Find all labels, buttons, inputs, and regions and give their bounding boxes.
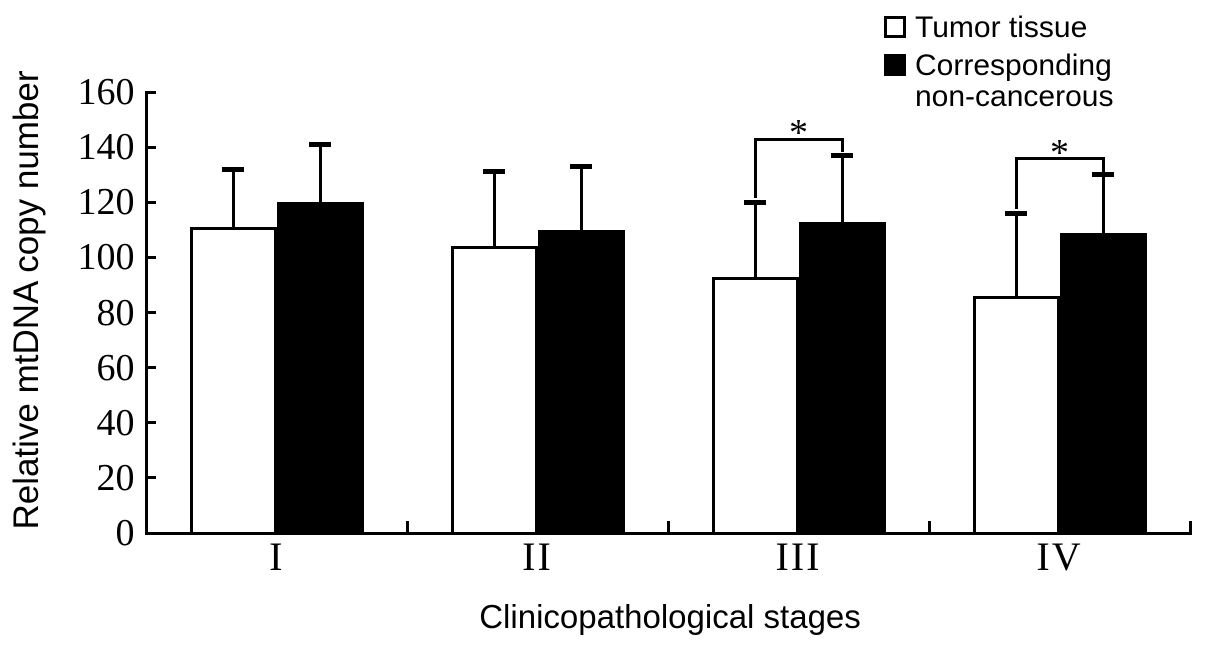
x-tick-label-II: II: [522, 534, 553, 579]
y-tick-label-140: 140: [77, 126, 135, 169]
error-cap-tumor-III: [744, 199, 766, 205]
sig-bracket-left-leg-III: [753, 139, 757, 199]
legend-label-line-2: non-cancerous: [915, 80, 1114, 113]
y-tick-0: [146, 531, 156, 535]
y-tick-160: [146, 90, 156, 94]
significance-star-IV: *: [1050, 131, 1069, 174]
x-tick-label-IV: IV: [1036, 534, 1083, 579]
legend-swatch-tumor-tissue: [884, 16, 906, 38]
error-cap-tumor-II: [483, 169, 505, 175]
bar-tumor-IV: [972, 295, 1060, 533]
y-tick-80: [146, 311, 156, 314]
y-tick-label-120: 120: [77, 181, 135, 224]
error-cap-non-cancerous-III: [831, 152, 853, 158]
sig-bracket-left-leg-IV: [1014, 158, 1018, 210]
y-tick-label-100: 100: [77, 236, 135, 279]
legend-item-non-cancerous: Corresponding non-cancerous: [884, 50, 1113, 112]
x-axis-title: Clinicopathological stages: [479, 598, 861, 635]
bar-tumor-I: [189, 227, 277, 533]
y-tick-60: [146, 366, 156, 370]
sig-bracket-III: [753, 137, 844, 141]
y-axis-title: Relative mtDNA copy number: [7, 70, 46, 530]
bar-tumor-III: [711, 276, 799, 533]
sig-bracket-IV: [1014, 157, 1105, 161]
y-tick-140: [146, 145, 156, 149]
error-cap-non-cancerous-I: [309, 141, 332, 147]
legend-label-non-cancerous: Corresponding non-cancerous: [915, 50, 1113, 112]
error-bar-non-cancerous-II: [579, 166, 583, 230]
x-axis: [145, 531, 1192, 535]
x-tick-1: [405, 521, 409, 533]
y-tick-label-40: 40: [96, 401, 135, 444]
y-tick-label-60: 60: [96, 346, 135, 389]
x-tick-2: [666, 521, 670, 533]
error-cap-tumor-IV: [1005, 210, 1027, 216]
bar-tumor-II: [450, 246, 538, 533]
y-tick-label-0: 0: [115, 512, 135, 554]
error-cap-tumor-I: [222, 166, 245, 172]
sig-bracket-right-leg-III: [840, 139, 844, 153]
x-tick-label-III: III: [775, 534, 822, 579]
error-bar-non-cancerous-III: [840, 155, 844, 222]
error-bar-tumor-I: [231, 169, 235, 228]
y-tick-100: [146, 255, 156, 259]
legend-label-tumor-tissue: Tumor tissue: [915, 11, 1088, 44]
x-tick-label-I: I: [269, 534, 285, 579]
y-tick-label-160: 160: [77, 71, 135, 113]
y-tick-label-20: 20: [96, 456, 135, 499]
sig-bracket-right-leg-IV: [1101, 158, 1105, 172]
legend-swatch-non-cancerous: [884, 54, 906, 76]
error-cap-non-cancerous-IV: [1092, 172, 1114, 178]
y-tick-120: [146, 200, 156, 204]
y-tick-40: [146, 421, 156, 425]
error-bar-non-cancerous-I: [318, 144, 322, 203]
error-cap-non-cancerous-II: [570, 163, 592, 169]
bar-non-cancerous-III: [798, 221, 886, 533]
significance-star-III: *: [789, 112, 808, 155]
error-bar-tumor-III: [753, 202, 757, 277]
legend-item-tumor-tissue: Tumor tissue: [884, 12, 1087, 43]
error-bar-non-cancerous-IV: [1101, 174, 1105, 233]
error-bar-tumor-II: [492, 171, 496, 247]
bar-non-cancerous-IV: [1059, 232, 1147, 533]
x-tick-3: [927, 521, 931, 533]
legend-label-line-1: Corresponding: [915, 49, 1112, 82]
bar-non-cancerous-I: [276, 202, 364, 533]
bar-non-cancerous-II: [537, 229, 625, 533]
y-tick-20: [146, 476, 156, 480]
y-tick-label-80: 80: [96, 291, 135, 334]
error-bar-tumor-IV: [1014, 213, 1018, 296]
x-tick-4: [1188, 521, 1192, 533]
